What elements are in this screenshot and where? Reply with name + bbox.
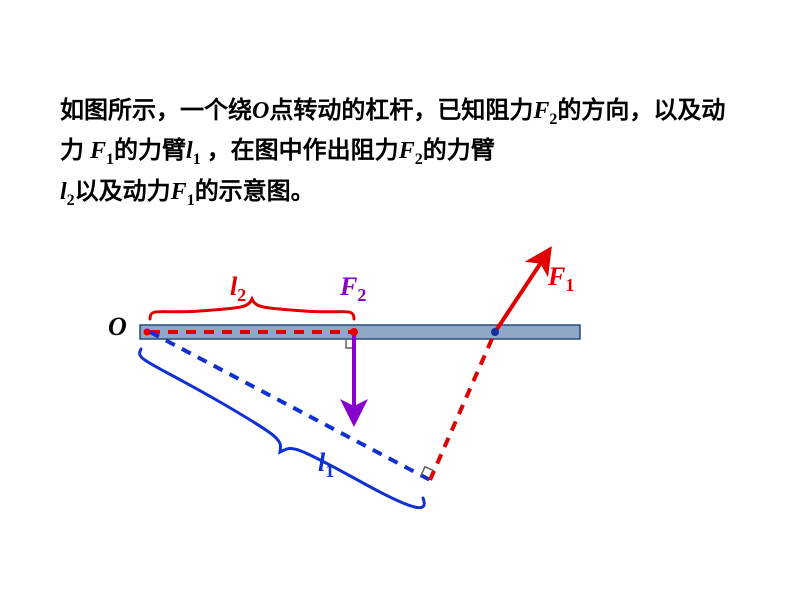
label-o: O <box>108 312 127 342</box>
f2-application-dot <box>350 328 358 336</box>
l1-brace <box>140 349 425 508</box>
l2-brace <box>150 299 354 319</box>
l1-dashed-line <box>150 332 430 480</box>
f1-application-dot <box>491 328 499 336</box>
pivot-o-dot <box>144 329 151 336</box>
label-f1: F1 <box>548 262 574 296</box>
label-f2: F2 <box>340 272 366 306</box>
label-l2: l2 <box>230 272 246 306</box>
f1-action-dashed <box>430 332 495 480</box>
f1-force-arrow <box>495 252 548 332</box>
label-l1: l1 <box>318 448 334 482</box>
lever-diagram <box>0 0 794 596</box>
